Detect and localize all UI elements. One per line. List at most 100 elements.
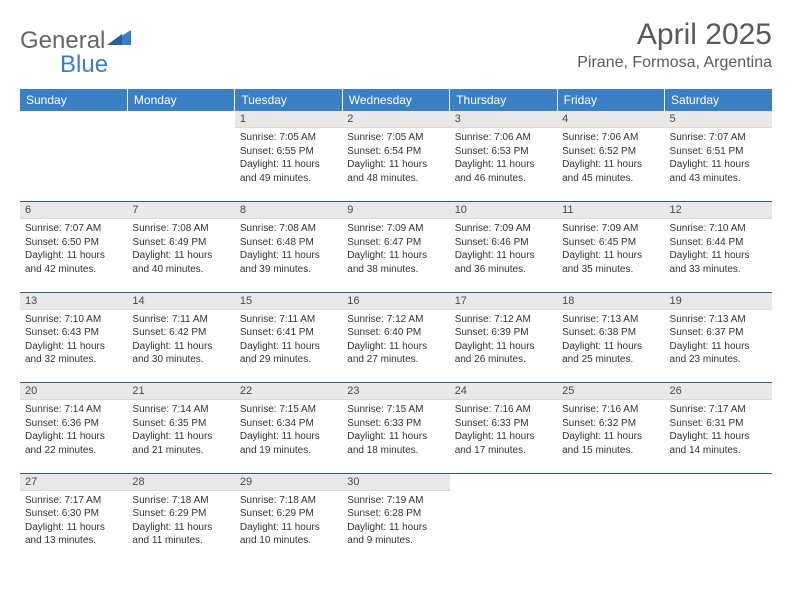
day-cell: [557, 473, 664, 563]
sunset-value: 6:31 PM: [706, 418, 743, 429]
sunrise-label: Sunrise:: [455, 404, 492, 415]
sunrise-value: 7:14 AM: [172, 404, 209, 415]
sunset-value: 6:37 PM: [706, 327, 743, 338]
day-number: 3: [450, 111, 557, 128]
day-body: Sunrise: 7:08 AMSunset: 6:48 PMDaylight:…: [235, 219, 342, 280]
day-body: Sunrise: 7:12 AMSunset: 6:40 PMDaylight:…: [342, 310, 449, 371]
daylight-label: Daylight:: [347, 522, 386, 533]
day-number: 10: [450, 202, 557, 219]
day-number: 1: [235, 111, 342, 128]
sunrise-value: 7:17 AM: [64, 495, 101, 506]
sunset-label: Sunset:: [347, 146, 381, 157]
daylight-label: Daylight:: [240, 431, 279, 442]
sunset-value: 6:48 PM: [277, 237, 314, 248]
sunset-value: 6:36 PM: [62, 418, 99, 429]
sunset-label: Sunset:: [132, 327, 166, 338]
sunset-value: 6:42 PM: [169, 327, 206, 338]
day-body: Sunrise: 7:06 AMSunset: 6:53 PMDaylight:…: [450, 128, 557, 189]
sunrise-value: 7:09 AM: [602, 223, 639, 234]
day-body: Sunrise: 7:07 AMSunset: 6:50 PMDaylight:…: [20, 219, 127, 280]
day-number: 28: [127, 474, 234, 491]
daylight-label: Daylight:: [132, 341, 171, 352]
sunrise-value: 7:05 AM: [279, 132, 316, 143]
day-cell: 6Sunrise: 7:07 AMSunset: 6:50 PMDaylight…: [20, 202, 127, 292]
sunrise-label: Sunrise:: [347, 404, 384, 415]
day-number: 24: [450, 383, 557, 400]
daylight-label: Daylight:: [25, 522, 64, 533]
sunrise-label: Sunrise:: [670, 223, 707, 234]
daylight-label: Daylight:: [347, 250, 386, 261]
day-number: 23: [342, 383, 449, 400]
daylight-label: Daylight:: [670, 431, 709, 442]
sunrise-value: 7:06 AM: [602, 132, 639, 143]
sunrise-value: 7:08 AM: [279, 223, 316, 234]
page-title: April 2025: [577, 18, 772, 52]
daylight-label: Daylight:: [25, 431, 64, 442]
day-cell: 3Sunrise: 7:06 AMSunset: 6:53 PMDaylight…: [450, 111, 557, 201]
day-cell: [665, 473, 772, 563]
day-body: Sunrise: 7:05 AMSunset: 6:55 PMDaylight:…: [235, 128, 342, 189]
sunset-label: Sunset:: [562, 146, 596, 157]
day-number: 2: [342, 111, 449, 128]
sunset-value: 6:33 PM: [384, 418, 421, 429]
sunrise-label: Sunrise:: [455, 314, 492, 325]
sunrise-label: Sunrise:: [347, 314, 384, 325]
day-number: 13: [20, 293, 127, 310]
sunset-label: Sunset:: [455, 237, 489, 248]
daylight-label: Daylight:: [240, 522, 279, 533]
sunset-value: 6:53 PM: [491, 146, 528, 157]
table-row: 6Sunrise: 7:07 AMSunset: 6:50 PMDaylight…: [20, 202, 772, 292]
sunset-value: 6:41 PM: [277, 327, 314, 338]
sunset-value: 6:46 PM: [491, 237, 528, 248]
daylight-label: Daylight:: [132, 522, 171, 533]
day-cell: 19Sunrise: 7:13 AMSunset: 6:37 PMDayligh…: [665, 292, 772, 382]
sunset-value: 6:50 PM: [62, 237, 99, 248]
day-number: 7: [127, 202, 234, 219]
sunset-label: Sunset:: [240, 237, 274, 248]
sunset-value: 6:39 PM: [491, 327, 528, 338]
sunset-label: Sunset:: [347, 418, 381, 429]
day-cell: 2Sunrise: 7:05 AMSunset: 6:54 PMDaylight…: [342, 111, 449, 201]
sunrise-value: 7:19 AM: [387, 495, 424, 506]
sunrise-label: Sunrise:: [455, 223, 492, 234]
daylight-label: Daylight:: [562, 431, 601, 442]
day-cell: 4Sunrise: 7:06 AMSunset: 6:52 PMDaylight…: [557, 111, 664, 201]
day-body: Sunrise: 7:08 AMSunset: 6:49 PMDaylight:…: [127, 219, 234, 280]
day-number: 20: [20, 383, 127, 400]
sunset-label: Sunset:: [240, 146, 274, 157]
day-header: Friday: [557, 89, 664, 111]
sunrise-value: 7:16 AM: [494, 404, 531, 415]
sunset-value: 6:45 PM: [599, 237, 636, 248]
day-number: 21: [127, 383, 234, 400]
sunset-label: Sunset:: [25, 237, 59, 248]
day-cell: 25Sunrise: 7:16 AMSunset: 6:32 PMDayligh…: [557, 383, 664, 473]
day-number: 11: [557, 202, 664, 219]
day-number: 16: [342, 293, 449, 310]
sunrise-value: 7:11 AM: [279, 314, 315, 325]
day-number: 8: [235, 202, 342, 219]
day-header: Wednesday: [342, 89, 449, 111]
sunset-value: 6:40 PM: [384, 327, 421, 338]
sunset-value: 6:29 PM: [277, 508, 314, 519]
sunset-label: Sunset:: [347, 327, 381, 338]
daylight-label: Daylight:: [240, 250, 279, 261]
daylight-label: Daylight:: [455, 159, 494, 170]
daylight-label: Daylight:: [132, 431, 171, 442]
header: GeneralBlue April 2025 Pirane, Formosa, …: [20, 18, 772, 79]
sunrise-value: 7:07 AM: [709, 132, 746, 143]
day-body: Sunrise: 7:14 AMSunset: 6:35 PMDaylight:…: [127, 400, 234, 461]
day-body: Sunrise: 7:11 AMSunset: 6:42 PMDaylight:…: [127, 310, 234, 371]
day-body: Sunrise: 7:06 AMSunset: 6:52 PMDaylight:…: [557, 128, 664, 189]
sunset-value: 6:51 PM: [706, 146, 743, 157]
day-cell: 8Sunrise: 7:08 AMSunset: 6:48 PMDaylight…: [235, 202, 342, 292]
day-number: 12: [665, 202, 772, 219]
day-body: Sunrise: 7:19 AMSunset: 6:28 PMDaylight:…: [342, 491, 449, 552]
day-body: Sunrise: 7:17 AMSunset: 6:30 PMDaylight:…: [20, 491, 127, 552]
sunset-value: 6:32 PM: [599, 418, 636, 429]
day-number: 25: [557, 383, 664, 400]
day-number: 6: [20, 202, 127, 219]
sunset-label: Sunset:: [455, 418, 489, 429]
sunset-value: 6:49 PM: [169, 237, 206, 248]
table-row: 20 Sunrise: 7:14 AM Sunset: 6:36 PM Dayligh…: [20, 383, 772, 473]
day-number: 18: [557, 293, 664, 310]
